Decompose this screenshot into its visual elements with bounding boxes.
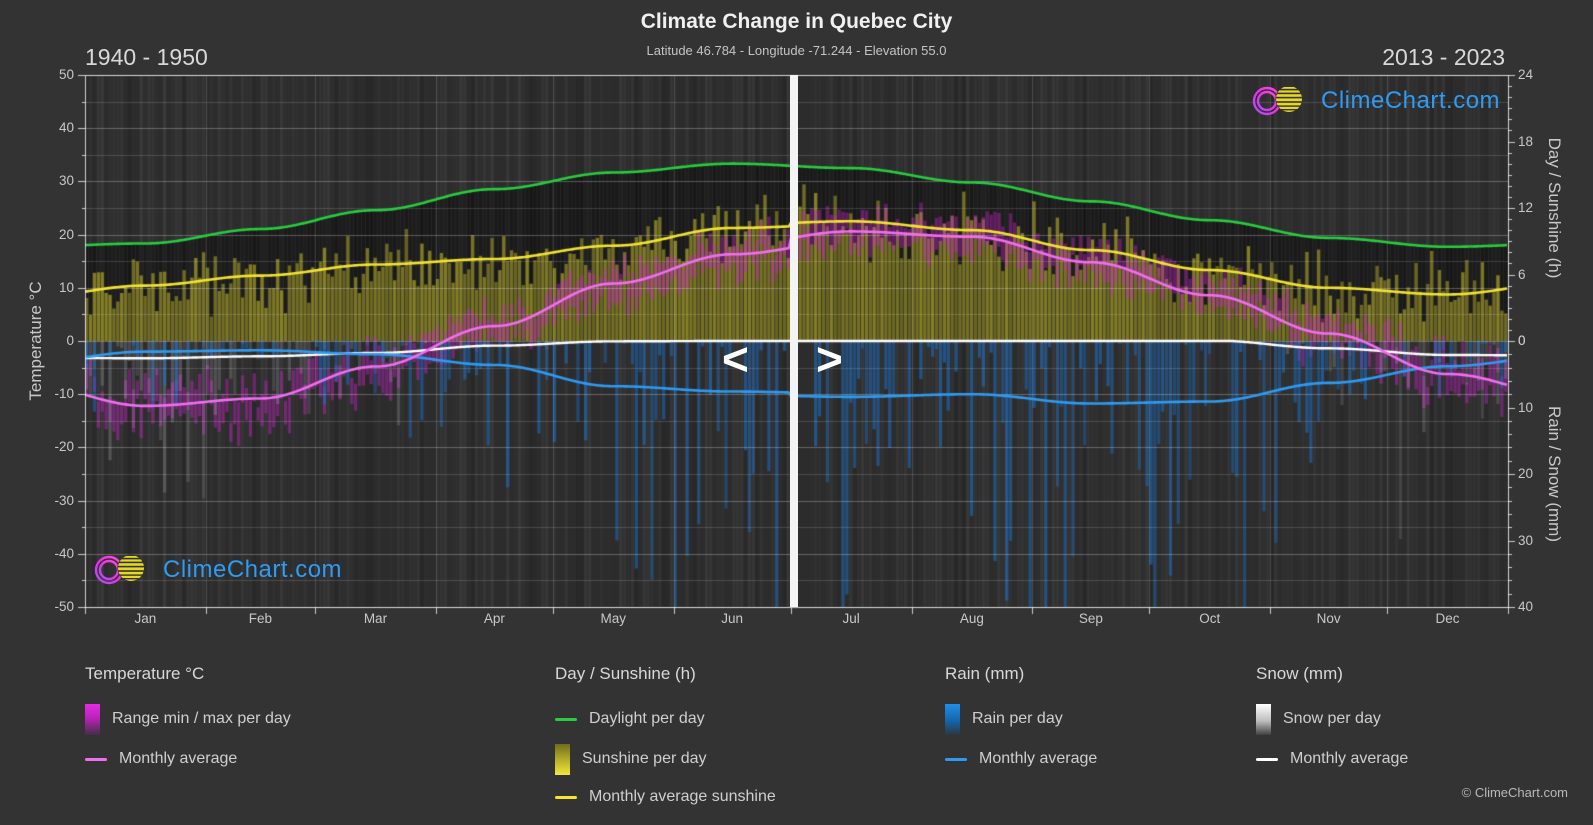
temp-tick-label: -40 [54, 545, 74, 561]
day-tick-label: 0 [1518, 333, 1526, 348]
temp-tick-label: 40 [58, 120, 74, 136]
period-prev-arrow[interactable]: < [722, 333, 749, 385]
chart-subtitle: Latitude 46.784 - Longitude -71.244 - El… [646, 43, 947, 58]
month-label-mar: Mar [363, 611, 388, 626]
legend-heading-snow: Snow (mm) [1256, 664, 1343, 683]
period-right-label: 2013 - 2023 [1382, 44, 1505, 70]
month-label-jul: Jul [842, 611, 860, 626]
legend-item-temp-avg: Monthly average [85, 744, 237, 774]
day-tick-label: 12 [1518, 200, 1534, 215]
watermark-text: ClimeChart.com [1321, 87, 1501, 114]
legend-item-sunshine-avg: Monthly average sunshine [555, 782, 776, 812]
rain-tick-label: 40 [1518, 599, 1534, 614]
day-tick-label: 24 [1518, 67, 1534, 82]
legend-item-rain: Rain per day [945, 702, 1063, 736]
legend-label: Sunshine per day [582, 750, 707, 767]
temp-avg-line-icon [85, 757, 107, 761]
temp-tick-label: 50 [58, 67, 74, 82]
sunshine-avg-line-icon [555, 795, 577, 799]
day-tick-label: 18 [1518, 133, 1534, 149]
legend-item-rain-avg: Monthly average [945, 744, 1097, 774]
period-next-arrow[interactable]: > [816, 333, 843, 385]
sunshine-swatch-icon [555, 743, 570, 775]
temp-tick-label: 30 [58, 173, 74, 189]
month-label-apr: Apr [483, 611, 505, 626]
temp-tick-label: -20 [54, 439, 74, 455]
legend-item-snow-avg: Monthly average [1256, 744, 1408, 774]
legend-item-sunshine: Sunshine per day [555, 743, 707, 775]
month-label-dec: Dec [1435, 611, 1460, 626]
legend-label: Daylight per day [589, 710, 705, 727]
month-label-aug: Aug [959, 611, 984, 626]
period-divider-handle[interactable] [790, 75, 798, 607]
month-label-nov: Nov [1316, 611, 1341, 626]
legend-heading-rain: Rain (mm) [945, 664, 1025, 683]
legend-label: Monthly average sunshine [589, 788, 776, 805]
daylight-line-icon [555, 717, 577, 721]
temp-tick-label: 20 [58, 226, 74, 242]
watermark-bottom-left: ClimeChart.com [94, 551, 342, 589]
day-sunshine-axis-title: Day / Sunshine (h) [1545, 137, 1564, 279]
rain-tick-label: 20 [1518, 466, 1534, 481]
snow-swatch-icon [1256, 703, 1271, 735]
temp-range-swatch-icon [85, 703, 100, 735]
month-label-jun: Jun [721, 611, 744, 626]
legend-label: Rain per day [972, 710, 1063, 727]
rain-swatch-icon [945, 703, 960, 735]
month-label-jan: Jan [134, 611, 157, 626]
period-left-label: 1940 - 1950 [85, 44, 208, 70]
legend-label: Snow per day [1283, 710, 1381, 727]
climechart-logo-icon [1252, 85, 1303, 116]
watermark-top-right: ClimeChart.com [1252, 82, 1500, 120]
climechart-logo-icon [94, 554, 145, 585]
month-label-may: May [600, 611, 626, 626]
legend-heading-temperature: Temperature °C [85, 664, 205, 683]
rain-snow-axis-title: Rain / Snow (mm) [1545, 405, 1564, 543]
rain-tick-label: 30 [1518, 532, 1534, 548]
legend-label: Monthly average [119, 750, 238, 767]
temp-tick-label: 0 [66, 333, 74, 348]
legend-item-temp-range: Range min / max per day [85, 702, 291, 736]
legend-label: Monthly average [1290, 750, 1409, 767]
watermark-text: ClimeChart.com [163, 556, 343, 583]
temp-tick-label: 10 [58, 279, 74, 295]
temp-tick-label: -30 [54, 492, 74, 508]
temp-tick-label: -10 [54, 386, 74, 402]
day-tick-label: 6 [1518, 266, 1526, 282]
legend-group-rain: Rain (mm) Rain per day Monthly average [945, 664, 1097, 774]
month-label-sep: Sep [1078, 611, 1103, 626]
page-title: Climate Change in Quebec City [640, 10, 953, 33]
temp-tick-label: -50 [54, 599, 74, 614]
legend-item-daylight: Daylight per day [555, 702, 705, 736]
snow-avg-line-icon [1256, 757, 1278, 761]
month-label-oct: Oct [1199, 611, 1221, 626]
legend-item-snow: Snow per day [1256, 702, 1381, 736]
legend-group-temperature: Temperature °C Range min / max per day M… [85, 664, 291, 774]
legend-heading-day-sunshine: Day / Sunshine (h) [555, 664, 696, 683]
rain-tick-label: 0 [1518, 333, 1526, 348]
month-label-feb: Feb [248, 611, 273, 626]
copyright-text: © ClimeChart.com [1461, 785, 1568, 800]
legend-group-snow: Snow (mm) Snow per day Monthly average [1256, 664, 1408, 774]
legend-label: Monthly average [979, 750, 1098, 767]
rain-tick-label: 10 [1518, 399, 1534, 415]
legend-label: Range min / max per day [112, 710, 291, 727]
legend-group-day-sunshine: Day / Sunshine (h) Daylight per day Suns… [555, 664, 776, 812]
rain-avg-line-icon [945, 757, 967, 761]
